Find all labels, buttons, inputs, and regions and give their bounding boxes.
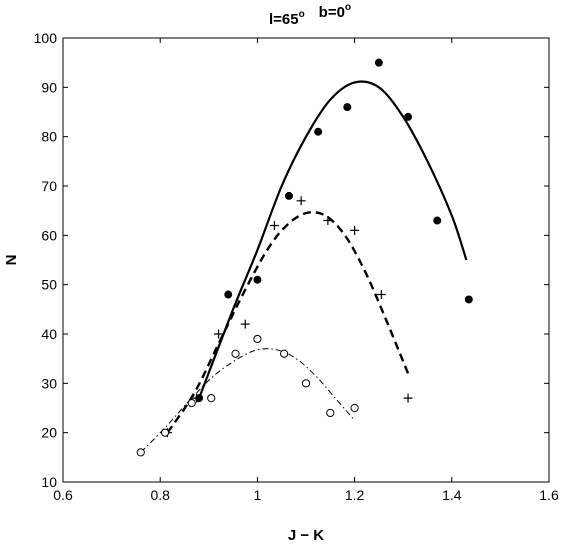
- fit-curve-dashdot: [140, 348, 355, 453]
- y-tick-label: 80: [41, 129, 57, 145]
- data-point-open: [187, 398, 196, 408]
- y-tick-label: 100: [34, 30, 58, 46]
- data-point-plus: [240, 319, 250, 329]
- x-tick-label: 1: [254, 487, 262, 503]
- data-point-plus: [214, 329, 224, 339]
- data-point-filled: [284, 191, 293, 200]
- data-point-filled: [374, 58, 383, 67]
- y-tick-label: 50: [41, 277, 57, 293]
- data-point-open: [231, 349, 240, 358]
- y-tick-label: 70: [41, 178, 57, 194]
- title-part: b=0: [319, 4, 345, 21]
- data-point-open: [301, 379, 311, 388]
- y-tick-label: 40: [41, 326, 57, 342]
- axis-ticks: 0.6 0.8 1 1.2 1.4 1.6 10 20 30 40 50 60 70 80 90 100: [34, 30, 559, 503]
- data-point-filled: [224, 290, 233, 299]
- data-point-open: [136, 448, 145, 457]
- data-point-plus: [296, 196, 306, 206]
- data-point-open: [207, 394, 216, 403]
- title-text: l=65o b=0o: [269, 2, 351, 28]
- y-tick-label: 60: [41, 227, 57, 243]
- y-tick-label: 20: [41, 425, 57, 441]
- x-tick-label: 1.4: [442, 487, 462, 503]
- data-point-filled: [314, 127, 323, 136]
- plot-frame: [62, 37, 550, 483]
- data-point-open: [350, 403, 359, 413]
- plot-marks: [136, 58, 473, 457]
- fit-curve-dashed: [166, 211, 410, 434]
- data-point-plus: [269, 220, 279, 230]
- fit-curve-solid: [198, 80, 468, 399]
- x-axis-label: J − K: [288, 527, 324, 544]
- data-point-filled: [253, 275, 262, 284]
- title-superscript: o: [299, 9, 305, 20]
- x-tick-label: 1.2: [345, 487, 365, 503]
- x-tick-label: 0.8: [150, 487, 170, 503]
- y-axis-label: N: [3, 255, 20, 266]
- data-point-plus: [323, 216, 333, 226]
- x-tick-label: 0.6: [53, 487, 73, 503]
- data-point-plus: [350, 225, 360, 235]
- data-point-filled: [404, 112, 413, 121]
- data-point-plus: [403, 393, 413, 403]
- data-point-filled: [433, 216, 442, 225]
- data-point-open: [280, 349, 289, 358]
- x-tick-label: 1.6: [539, 487, 559, 503]
- chart-title: l=65o b=0o: [269, 2, 351, 28]
- title-part: l=65: [269, 11, 299, 28]
- title-superscript: o: [345, 2, 351, 13]
- y-tick-label: 90: [41, 79, 57, 95]
- y-tick-label: 10: [41, 474, 57, 490]
- data-point-filled: [464, 295, 473, 304]
- data-point-plus: [376, 290, 386, 300]
- data-point-open: [326, 408, 335, 418]
- y-tick-label: 30: [41, 375, 57, 391]
- data-point-open: [253, 334, 262, 344]
- data-point-filled: [343, 103, 352, 112]
- data-point-open: [160, 428, 170, 437]
- data-point-plus: [192, 393, 202, 403]
